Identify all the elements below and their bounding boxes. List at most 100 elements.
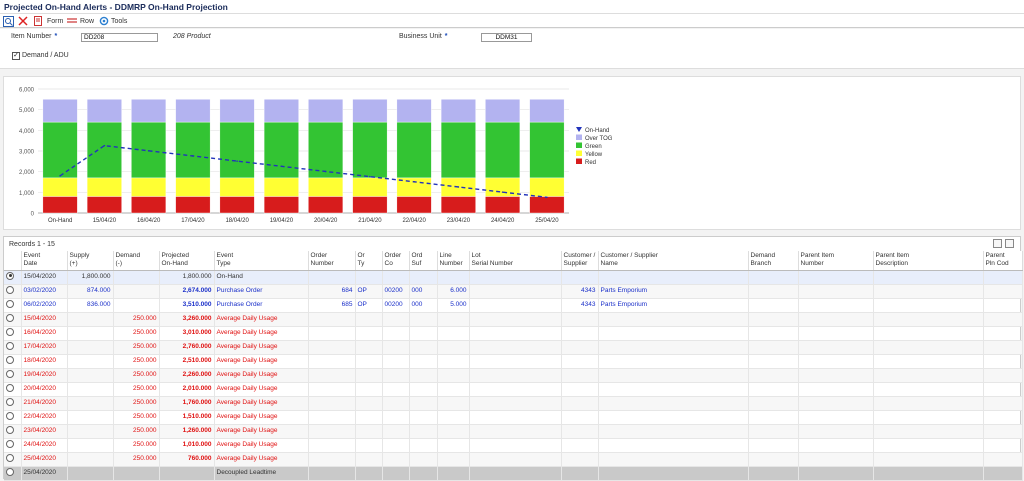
form-menu-button[interactable]: Form (34, 15, 63, 27)
demand-adu-checkbox[interactable]: ✓ (12, 52, 20, 60)
column-header[interactable]: Event Type (214, 251, 309, 271)
bar-segment-green (263, 121, 299, 179)
table-cell (873, 270, 984, 285)
row-select-cell (4, 340, 22, 355)
table-cell (983, 396, 1023, 411)
table-cell: 24/04/2020 (21, 438, 68, 453)
table-cell (748, 354, 799, 369)
column-header[interactable]: Projected On-Hand (159, 251, 215, 271)
item-number-label: Item Number * (11, 33, 58, 40)
table-row[interactable]: 17/04/2020 250.000 2,760.000 Average Daily … (4, 340, 1023, 355)
row-select-radio[interactable] (6, 453, 14, 462)
row-select-radio[interactable] (6, 271, 14, 280)
column-header-line2: Serial Number (471, 260, 514, 267)
table-cell (561, 368, 599, 383)
table-cell (308, 410, 356, 425)
column-header[interactable]: Event Date (21, 251, 68, 271)
table-cell: 760.000 (159, 452, 215, 467)
table-cell: 685 (308, 298, 356, 313)
row-select-radio[interactable] (6, 327, 14, 336)
table-row[interactable]: 25/04/2020 Decoupled Leadtime (4, 466, 1023, 481)
column-header[interactable]: Ord Suf (409, 251, 438, 271)
row-select-radio[interactable] (6, 383, 14, 392)
table-cell (983, 382, 1023, 397)
column-header[interactable]: Or Ty (355, 251, 383, 271)
table-cell (469, 340, 562, 355)
table-cell (409, 354, 438, 369)
table-cell (561, 424, 599, 439)
row-select-radio[interactable] (6, 467, 14, 476)
query-icon[interactable] (3, 15, 14, 27)
bar-segment-red (263, 196, 299, 214)
column-header-line1: Projected (161, 252, 189, 259)
table-row[interactable]: 20/04/2020 250.000 2,010.000 Average Daily … (4, 382, 1023, 397)
table-row[interactable]: 16/04/2020 250.000 3,010.000 Average Daily … (4, 326, 1023, 341)
on-hand-point (413, 180, 415, 183)
column-header[interactable]: Demand Branch (748, 251, 799, 271)
table-row[interactable]: 15/04/2020 250.000 3,260.000 Average Daily … (4, 312, 1023, 327)
table-cell (67, 326, 114, 341)
table-row[interactable]: 18/04/2020 250.000 2,510.000 Average Daily … (4, 354, 1023, 369)
table-cell (437, 424, 470, 439)
column-header[interactable]: Parent Pln Cod (983, 251, 1023, 271)
row-select-radio[interactable] (6, 355, 14, 364)
row-select-radio[interactable] (6, 313, 14, 322)
column-header[interactable]: Lot Serial Number (469, 251, 562, 271)
on-hand-point (501, 191, 504, 193)
table-cell (598, 368, 749, 383)
column-header[interactable]: Line Number (437, 251, 470, 271)
column-header[interactable]: Order Co (382, 251, 410, 271)
table-row[interactable]: 25/04/2020 250.000 760.000 Average Daily Us… (4, 452, 1023, 467)
item-number-field[interactable]: DD208 (81, 33, 158, 42)
row-select-radio[interactable] (6, 341, 14, 350)
table-row[interactable]: 24/04/2020 250.000 1,010.000 Average Daily … (4, 438, 1023, 453)
column-header[interactable]: Demand (-) (113, 251, 160, 271)
row-select-radio[interactable] (6, 299, 14, 308)
table-row[interactable]: 15/04/2020 1,800.000 1,800.000 On-Hand (4, 270, 1023, 285)
table-row[interactable]: 22/04/2020 250.000 1,510.000 Average Daily … (4, 410, 1023, 425)
table-row[interactable]: 21/04/2020 250.000 1,760.000 Average Daily … (4, 396, 1023, 411)
table-cell (469, 438, 562, 453)
table-cell (561, 396, 599, 411)
tools-menu-button[interactable]: Tools (99, 15, 127, 27)
table-cell (798, 438, 874, 453)
row-select-radio[interactable] (6, 369, 14, 378)
business-unit-field[interactable]: DDM31 (481, 33, 532, 42)
grid-settings-icon[interactable] (1005, 239, 1014, 248)
column-header[interactable]: Customer / Supplier Name (598, 251, 749, 271)
column-header[interactable]: Supply (+) (67, 251, 114, 271)
column-header[interactable]: Parent Item Number (798, 251, 874, 271)
table-cell (983, 452, 1023, 467)
bar-segment-over-tog (529, 99, 565, 123)
table-cell (873, 424, 984, 439)
bar-segment-red (86, 196, 122, 214)
row-select-radio[interactable] (6, 411, 14, 420)
table-cell: 17/04/2020 (21, 340, 68, 355)
table-cell: 20/04/2020 (21, 382, 68, 397)
table-row[interactable]: 06/02/2020 836.000 3,510.000 Purchase Order… (4, 298, 1023, 313)
table-row[interactable]: 03/02/2020 874.000 2,674.000 Purchase Order… (4, 284, 1023, 299)
column-header-line1: Or (357, 252, 365, 259)
table-cell: Average Daily Usage (214, 410, 309, 425)
row-select-radio[interactable] (6, 397, 14, 406)
export-icon[interactable] (993, 239, 1002, 248)
table-cell (308, 354, 356, 369)
column-header[interactable]: Parent Item Description (873, 251, 984, 271)
table-cell (355, 410, 383, 425)
bar-segment-over-tog (440, 99, 476, 123)
table-row[interactable]: 19/04/2020 250.000 2,260.000 Average Daily … (4, 368, 1023, 383)
column-header[interactable]: Order Number (308, 251, 356, 271)
table-cell (798, 452, 874, 467)
row-menu-button[interactable]: Row (67, 15, 94, 27)
column-header-line1: Customer / Supplier (600, 252, 658, 259)
close-icon[interactable] (18, 15, 28, 27)
row-select-radio[interactable] (6, 425, 14, 434)
table-row[interactable]: 23/04/2020 250.000 1,260.000 Average Daily … (4, 424, 1023, 439)
table-cell: Average Daily Usage (214, 396, 309, 411)
table-cell: 250.000 (113, 410, 160, 425)
table-cell (67, 396, 114, 411)
column-header[interactable]: Customer / Supplier (561, 251, 599, 271)
row-select-radio[interactable] (6, 439, 14, 448)
row-select-radio[interactable] (6, 285, 14, 294)
table-cell (598, 326, 749, 341)
